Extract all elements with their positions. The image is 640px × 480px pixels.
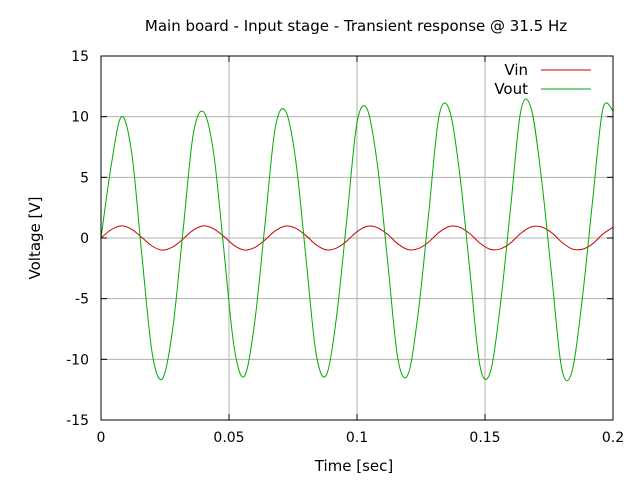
y-axis-ticks: -15 -10 -5 0 5 10 15 bbox=[66, 49, 613, 429]
y-axis-label: Voltage [V] bbox=[26, 197, 44, 280]
x-tick-label: 0.1 bbox=[346, 430, 368, 446]
y-tick-label: 10 bbox=[71, 110, 89, 126]
y-tick-label: -5 bbox=[75, 292, 89, 308]
series-line-vout bbox=[100, 98, 614, 382]
legend-label-vout: Vout bbox=[494, 80, 528, 98]
grid bbox=[101, 56, 613, 420]
plot-area bbox=[100, 98, 614, 382]
y-tick-label: -10 bbox=[66, 352, 89, 368]
y-tick-label: 15 bbox=[71, 49, 89, 65]
y-tick-label: 5 bbox=[80, 170, 89, 186]
x-tick-label: 0.15 bbox=[469, 430, 500, 446]
x-tick-label: 0 bbox=[97, 430, 106, 446]
x-tick-label: 0.2 bbox=[602, 430, 624, 446]
x-tick-label: 0.05 bbox=[213, 430, 244, 446]
y-tick-label: 0 bbox=[80, 231, 89, 247]
x-axis-label: Time [sec] bbox=[314, 457, 393, 475]
x-axis-ticks: 0 0.05 0.1 0.15 0.2 bbox=[97, 56, 624, 446]
legend-label-vin: Vin bbox=[504, 61, 528, 79]
y-tick-label: -15 bbox=[66, 413, 89, 429]
series-line-vin bbox=[100, 225, 614, 251]
chart-title: Main board - Input stage - Transient res… bbox=[145, 17, 567, 35]
